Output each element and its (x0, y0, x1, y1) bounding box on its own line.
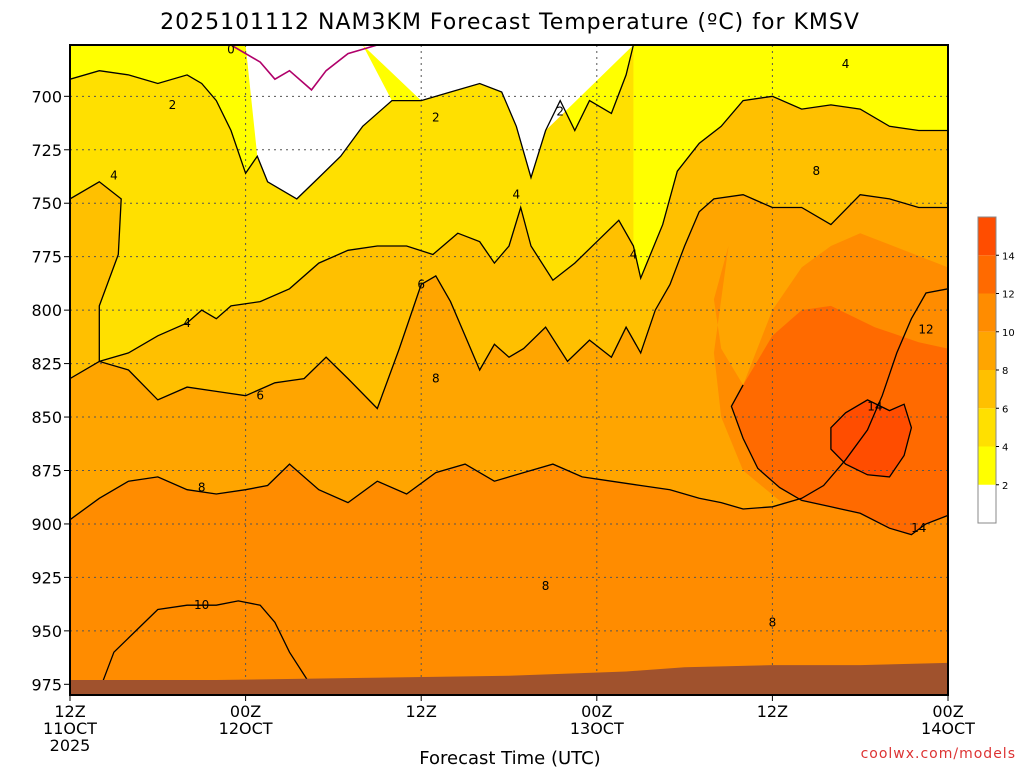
x-tick-label: 00Z (230, 702, 261, 721)
contour-label: 8 (198, 481, 206, 495)
band-fill-14 (830, 399, 912, 477)
x-tick-label: 11OCT (43, 719, 97, 738)
x-axis-label: Forecast Time (UTC) (419, 748, 600, 768)
x-tick-label: 12Z (406, 702, 437, 721)
contour-line-8 (70, 288, 948, 521)
colorbar-swatch (978, 484, 996, 523)
contour-line-4 (70, 95, 948, 363)
contour-label: 6 (256, 389, 264, 403)
x-tick-label: 14OCT (921, 719, 975, 738)
contour-label: 4 (183, 316, 191, 330)
contour-label: 8 (432, 372, 440, 386)
y-tick-label: 925 (31, 568, 62, 587)
contour-label: 2 (169, 98, 177, 112)
colorbar-label: 14 (1002, 251, 1015, 262)
contour-line-12 (730, 384, 948, 536)
contour-label: 14 (911, 521, 926, 535)
y-tick-label: 775 (31, 248, 62, 267)
y-axis: 700 725 750 775 800 825 850 875 900 925 950 975 (31, 87, 70, 694)
contour-label: 4 (842, 57, 850, 71)
colorbar-swatch (978, 293, 996, 332)
y-tick-label: 750 (31, 194, 62, 213)
contour-label: 6 (417, 277, 425, 291)
contour-label: 4 (110, 168, 118, 182)
x-tick-label: 12Z (54, 702, 85, 721)
colorbar-label: 10 (1002, 328, 1015, 339)
contour-label: 8 (812, 164, 820, 178)
contour-label: 8 (769, 615, 777, 629)
colorbar-label: 4 (1002, 443, 1008, 454)
colorbar-label: 2 (1002, 481, 1008, 492)
colorbar-swatch (978, 255, 996, 294)
band-fill-8 (70, 288, 948, 695)
x-tick-label: 13OCT (570, 719, 624, 738)
y-tick-label: 825 (31, 355, 62, 374)
contour-label: 8 (542, 579, 550, 593)
y-tick-label: 800 (31, 301, 62, 320)
colorbar-swatch (978, 408, 996, 447)
cold-region-west (245, 45, 392, 199)
y-tick-label: 900 (31, 515, 62, 534)
contour-label: 2 (432, 111, 440, 125)
colorbar-legend: 2 4 6 8 10 12 14 (977, 216, 1015, 524)
y-tick-label: 725 (31, 141, 62, 160)
colorbar-label: 6 (1002, 404, 1008, 415)
x-tick-label: 12Z (757, 702, 788, 721)
terrain-layer (70, 662, 948, 695)
y-tick-label: 875 (31, 461, 62, 480)
terrain-fill (70, 662, 948, 695)
colorbar-swatch (978, 217, 996, 256)
colorbar-label: 12 (1002, 290, 1015, 301)
x-tick-label: 12OCT (219, 719, 273, 738)
contour-label: 2 (556, 104, 564, 118)
colorbar-swatch (978, 331, 996, 370)
chart-title: 2025101112 NAM3KM Forecast Temperature (… (160, 10, 860, 35)
y-tick-label: 950 (31, 622, 62, 641)
colorbar-swatch (978, 446, 996, 485)
contour-label: 0 (227, 42, 235, 56)
contour-line-0 (230, 45, 378, 92)
y-tick-label: 700 (31, 87, 62, 106)
source-watermark: coolwx.com/models (861, 746, 1016, 762)
contour-label: 12 (918, 322, 933, 336)
colorbar-label: 8 (1002, 366, 1008, 377)
y-tick-label: 975 (31, 675, 62, 694)
contour-label: 14 (867, 399, 882, 413)
contour-layer (70, 45, 948, 691)
band-fill-10 (99, 600, 312, 691)
contour-label: 10 (194, 598, 209, 612)
contour-label: 4 (630, 248, 638, 262)
x-tick-label: 2025 (50, 736, 91, 755)
x-tick-label: 00Z (932, 702, 963, 721)
y-tick-label: 850 (31, 408, 62, 427)
contour-line-14 (830, 399, 913, 478)
contour-line-6 (70, 194, 948, 410)
contour-label-layer: 0 2 2 2 4 4 4 4 4 6 6 8 8 8 8 8 10 12 14 14 (110, 42, 934, 629)
contour-label: 4 (512, 188, 520, 202)
x-tick-label: 00Z (581, 702, 612, 721)
contour-line-2 (70, 45, 635, 200)
cold-region-east (362, 45, 634, 178)
contour-line-10 (98, 600, 313, 691)
plot-frame (69, 44, 949, 696)
colorbar-swatch (978, 370, 996, 409)
